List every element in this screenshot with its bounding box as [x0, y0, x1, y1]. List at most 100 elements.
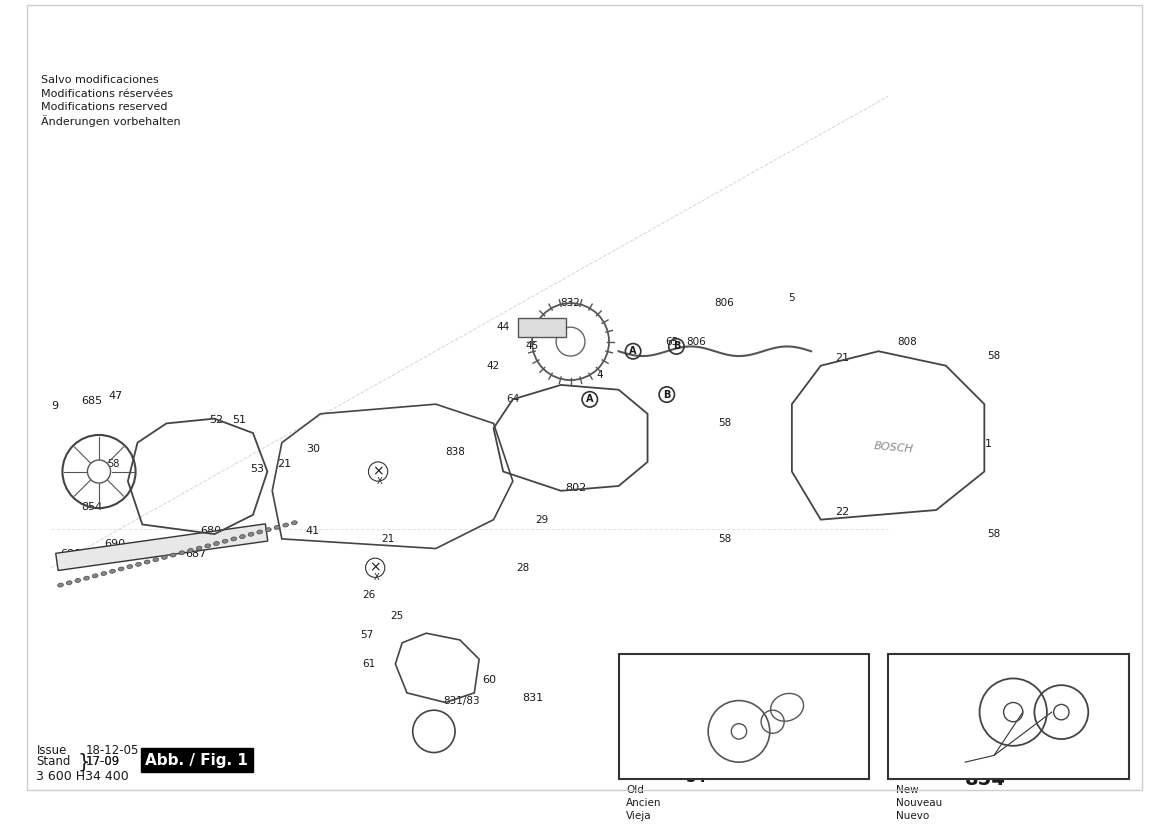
- Text: }: }: [78, 752, 90, 771]
- Ellipse shape: [240, 534, 245, 539]
- Text: 46: 46: [535, 322, 548, 332]
- Ellipse shape: [230, 537, 236, 541]
- Text: 1: 1: [984, 439, 991, 449]
- Text: Abb. / Fig. 1: Abb. / Fig. 1: [145, 752, 248, 767]
- Text: 838: 838: [445, 448, 465, 458]
- Text: 58: 58: [106, 458, 119, 468]
- Text: Modifications réservées: Modifications réservées: [41, 88, 173, 98]
- Text: 831: 831: [523, 692, 544, 703]
- Text: 29: 29: [535, 515, 548, 525]
- Text: 58: 58: [988, 351, 1001, 361]
- Text: 21: 21: [277, 458, 291, 468]
- Ellipse shape: [110, 569, 116, 573]
- Text: Salvo modificaciones: Salvo modificaciones: [41, 75, 159, 85]
- Ellipse shape: [136, 563, 141, 567]
- Text: 21: 21: [381, 534, 394, 544]
- Ellipse shape: [75, 578, 81, 582]
- Ellipse shape: [57, 583, 63, 587]
- Ellipse shape: [205, 544, 210, 548]
- Ellipse shape: [84, 577, 89, 580]
- Text: 832: 832: [561, 298, 581, 308]
- Ellipse shape: [291, 520, 297, 525]
- Text: A: A: [629, 346, 637, 356]
- Ellipse shape: [196, 546, 202, 550]
- Text: 60: 60: [482, 675, 496, 686]
- Ellipse shape: [248, 532, 254, 536]
- Ellipse shape: [265, 528, 271, 532]
- Text: 41: 41: [306, 526, 320, 536]
- Text: 808: 808: [898, 337, 918, 347]
- Text: B: B: [672, 341, 680, 351]
- Text: Neu
New
Nouveau
Nuevo: Neu New Nouveau Nuevo: [895, 771, 942, 821]
- Text: 690: 690: [104, 539, 125, 549]
- Text: Stand: Stand: [36, 756, 71, 768]
- Text: 806: 806: [714, 298, 734, 308]
- Text: Modifications reserved: Modifications reserved: [41, 102, 168, 112]
- Ellipse shape: [144, 560, 150, 564]
- Text: X: X: [378, 477, 383, 486]
- Text: 25: 25: [390, 611, 404, 621]
- Text: 680: 680: [200, 526, 221, 536]
- Bar: [518, 317, 566, 337]
- Ellipse shape: [222, 539, 228, 544]
- Bar: [888, 654, 1129, 780]
- Text: 689: 689: [61, 548, 82, 558]
- Text: 687: 687: [186, 548, 207, 558]
- Text: 57: 57: [360, 630, 373, 640]
- Text: 22: 22: [835, 507, 850, 517]
- Text: Alt
Old
Ancien
Vieja: Alt Old Ancien Vieja: [627, 771, 662, 821]
- Text: 65: 65: [665, 337, 678, 347]
- Text: 5: 5: [789, 293, 795, 303]
- Text: 56: 56: [686, 724, 707, 738]
- Text: (2 609 001 108): (2 609 001 108): [710, 743, 794, 753]
- Text: BOSCH: BOSCH: [873, 441, 914, 454]
- Text: ×: ×: [372, 464, 383, 478]
- Text: 21: 21: [835, 353, 850, 363]
- Text: 44: 44: [497, 322, 510, 332]
- Text: ×: ×: [369, 561, 381, 575]
- Ellipse shape: [171, 553, 177, 557]
- Ellipse shape: [161, 555, 167, 559]
- Text: X: X: [374, 573, 380, 582]
- Text: Issue: Issue: [36, 744, 67, 757]
- Text: 61: 61: [362, 659, 375, 669]
- Text: (2 609 001 309): (2 609 001 309): [710, 721, 794, 731]
- Text: 802: 802: [566, 482, 587, 493]
- Ellipse shape: [92, 574, 98, 578]
- Text: 58: 58: [988, 529, 1001, 539]
- Bar: [56, 524, 268, 571]
- Text: 30: 30: [306, 444, 320, 454]
- Ellipse shape: [153, 558, 159, 562]
- Ellipse shape: [187, 548, 193, 553]
- Text: 17-09: 17-09: [85, 756, 119, 768]
- Text: 58: 58: [718, 419, 731, 429]
- Text: 831/83: 831/83: [443, 696, 480, 706]
- Text: (2 609 001 107): (2 609 001 107): [710, 767, 794, 777]
- Text: 47: 47: [109, 392, 123, 401]
- Ellipse shape: [283, 523, 289, 527]
- Ellipse shape: [118, 567, 124, 571]
- Ellipse shape: [127, 565, 132, 568]
- Text: 806: 806: [686, 336, 706, 347]
- Text: 55: 55: [686, 746, 707, 761]
- Text: 685: 685: [82, 396, 103, 406]
- Ellipse shape: [214, 542, 220, 545]
- Text: 51: 51: [231, 415, 245, 425]
- Text: 854: 854: [82, 502, 103, 512]
- Text: 45: 45: [525, 341, 539, 351]
- Text: 26: 26: [362, 590, 375, 600]
- Ellipse shape: [257, 530, 263, 534]
- Text: 52: 52: [209, 415, 223, 425]
- Text: 4: 4: [596, 370, 603, 380]
- Text: Änderungen vorbehalten: Änderungen vorbehalten: [41, 116, 181, 127]
- Text: 54: 54: [686, 770, 707, 785]
- Bar: [618, 654, 869, 780]
- Ellipse shape: [67, 581, 72, 585]
- Text: 28: 28: [516, 563, 530, 572]
- Text: 9: 9: [51, 401, 58, 411]
- Text: 58: 58: [718, 534, 731, 544]
- Text: 17-09: 17-09: [85, 756, 119, 768]
- Text: 42: 42: [487, 361, 500, 371]
- Text: A: A: [586, 394, 594, 405]
- Ellipse shape: [275, 525, 279, 529]
